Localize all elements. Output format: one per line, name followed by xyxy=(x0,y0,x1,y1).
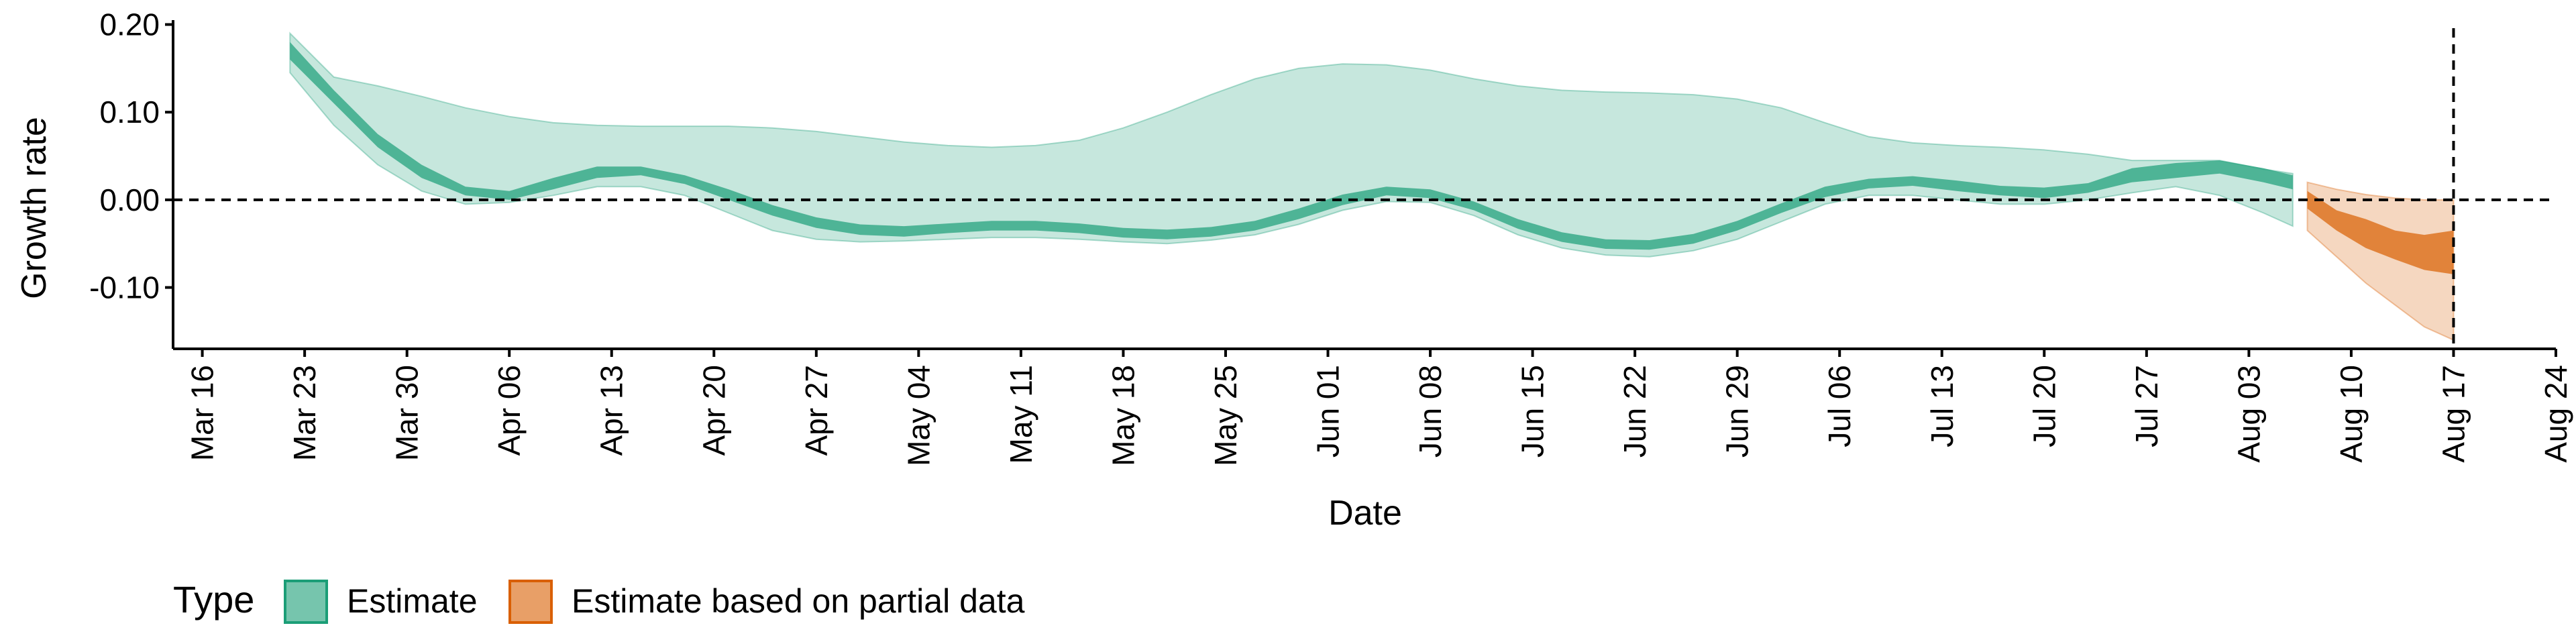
x-tick-label: Mar 16 xyxy=(185,365,220,461)
x-axis-title: Date xyxy=(1328,494,1402,533)
x-tick-label: Apr 06 xyxy=(492,365,527,456)
x-tick-label: Aug 17 xyxy=(2436,365,2471,463)
x-tick-label: Jul 13 xyxy=(1925,365,1960,447)
legend-key-partial-estimate xyxy=(508,580,553,624)
x-tick-label: Jul 27 xyxy=(2129,365,2164,447)
x-tick-label: Apr 13 xyxy=(594,365,629,456)
partial-estimate-band-50 xyxy=(2307,191,2454,274)
x-tick-label: Aug 03 xyxy=(2231,365,2266,463)
legend-key-estimate xyxy=(284,580,328,624)
x-tick-label: Jul 06 xyxy=(1822,365,1857,447)
x-tick-label: Jun 22 xyxy=(1617,365,1652,458)
reference-lines xyxy=(173,28,2556,349)
x-tick-label: May 11 xyxy=(1004,365,1038,464)
y-tick-label: 0.00 xyxy=(99,182,160,217)
x-tick-label: Apr 27 xyxy=(799,365,834,456)
x-tick-label: Jun 08 xyxy=(1413,365,1448,458)
x-tick-label: Jun 01 xyxy=(1311,365,1346,458)
y-tick-label: 0.10 xyxy=(99,95,160,129)
bands-layer xyxy=(289,32,2455,341)
x-tick-label: May 25 xyxy=(1208,365,1243,466)
legend-title: Type xyxy=(173,578,254,621)
legend-label-partial-estimate: Estimate based on partial data xyxy=(572,582,1025,620)
axes: 0.20 0.10 0.00 -0.10 Mar 16 Mar 23 Mar 30 Apr 0… xyxy=(89,7,2573,466)
x-tick-label: Jul 20 xyxy=(2027,365,2061,447)
x-tick-label: May 04 xyxy=(901,365,936,466)
legend-label-estimate: Estimate xyxy=(347,582,478,620)
legend: Type Estimate Estimate based on partial d… xyxy=(173,578,1025,624)
x-tick-label: Aug 24 xyxy=(2538,365,2573,463)
x-tick-label: Mar 30 xyxy=(390,365,425,461)
x-tick-label: Apr 20 xyxy=(696,365,731,456)
x-tick-label: Aug 10 xyxy=(2334,365,2369,463)
x-tick-label: May 18 xyxy=(1106,365,1140,466)
estimate-band-90 xyxy=(289,32,2294,258)
y-tick-label: 0.20 xyxy=(99,7,160,42)
y-tick-label: -0.10 xyxy=(89,270,160,305)
x-tick-label: Mar 23 xyxy=(287,365,322,461)
x-tick-label: Jun 15 xyxy=(1515,365,1550,458)
y-axis-title: Growth rate xyxy=(15,117,54,299)
x-tick-label: Jun 29 xyxy=(1720,365,1755,458)
